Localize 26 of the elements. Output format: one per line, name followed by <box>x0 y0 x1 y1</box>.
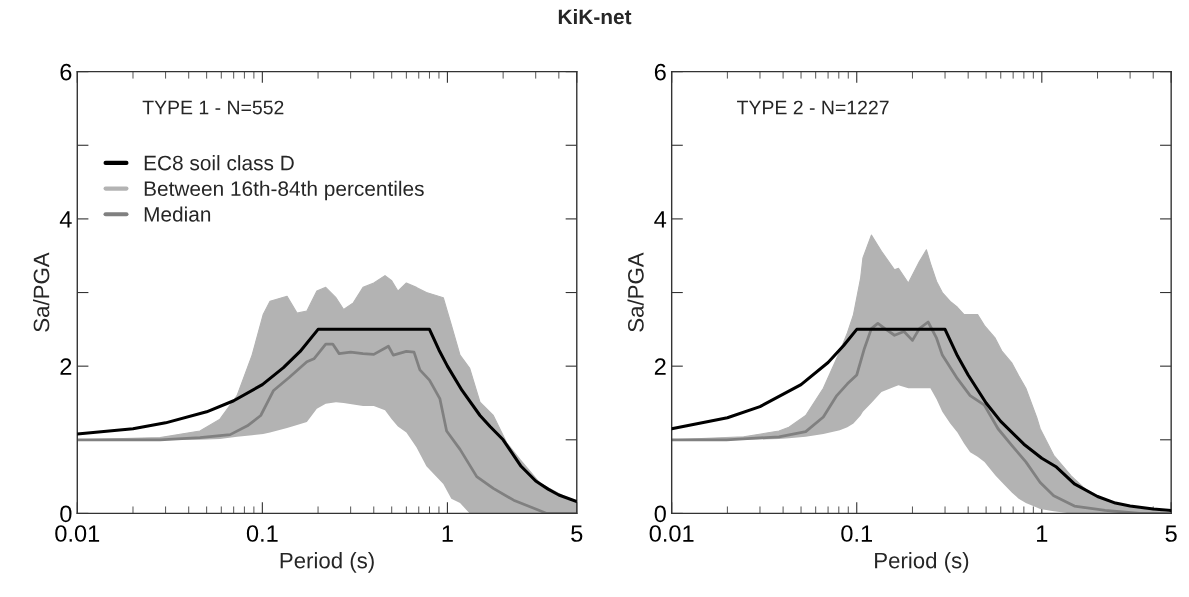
x-axis-title: Period (s) <box>280 552 374 573</box>
chart-title: KiK-net <box>558 8 632 25</box>
y-tick-label: 4 <box>59 211 72 228</box>
x-axis-title: Period (s) <box>875 552 969 573</box>
x-tick-label: 5 <box>571 525 583 542</box>
y-tick-label: 2 <box>60 358 72 375</box>
y-tick-label: 0 <box>654 505 666 523</box>
y-tick-label: 6 <box>654 63 666 81</box>
y-axis-title: Sa/PGA <box>627 252 644 332</box>
y-axis-title: Sa/PGA <box>33 252 50 332</box>
y-tick-label: 4 <box>654 211 667 228</box>
y-tick-label: 0 <box>60 505 72 523</box>
annotation: TYPE 1 - N=552 <box>142 100 284 115</box>
x-tick-label: 0.01 <box>55 525 100 542</box>
y-tick-label: 2 <box>654 358 666 375</box>
legend-label: Median <box>144 206 211 222</box>
annotation: TYPE 2 - N=1227 <box>737 100 889 115</box>
x-tick-label: 1 <box>442 525 453 542</box>
y-tick-label: 6 <box>60 63 72 81</box>
x-tick-label: 0.01 <box>649 525 694 542</box>
x-tick-label: 5 <box>1165 525 1177 542</box>
legend-label: Between 16th-84th percentiles <box>144 180 424 201</box>
x-tick-label: 1 <box>1037 525 1048 542</box>
x-tick-label: 0.1 <box>841 525 872 542</box>
legend-label: EC8 soil class D <box>144 155 294 171</box>
x-tick-label: 0.1 <box>246 525 278 542</box>
